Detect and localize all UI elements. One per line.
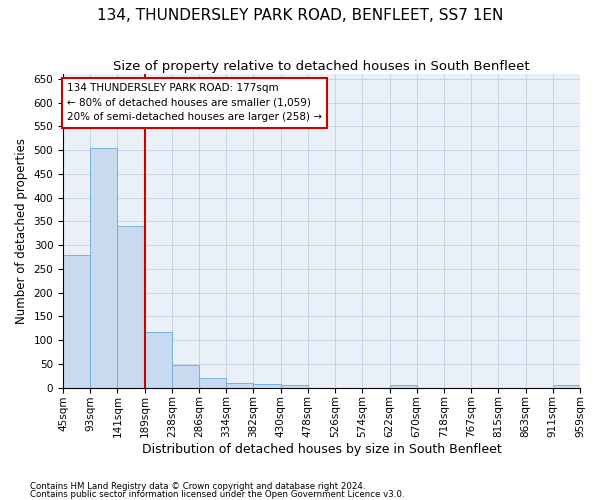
Text: 134 THUNDERSLEY PARK ROAD: 177sqm
← 80% of detached houses are smaller (1,059)
2: 134 THUNDERSLEY PARK ROAD: 177sqm ← 80% … (67, 83, 322, 122)
Bar (172, 366, 199, 388)
Y-axis label: Number of detached properties: Number of detached properties (15, 138, 28, 324)
Bar (281, 386, 308, 388)
Bar (199, 378, 226, 388)
Bar (118, 226, 145, 388)
Bar (226, 383, 253, 388)
Text: 134, THUNDERSLEY PARK ROAD, BENFLEET, SS7 1EN: 134, THUNDERSLEY PARK ROAD, BENFLEET, SS… (97, 8, 503, 22)
Title: Size of property relative to detached houses in South Benfleet: Size of property relative to detached ho… (113, 60, 530, 73)
Text: Contains public sector information licensed under the Open Government Licence v3: Contains public sector information licen… (30, 490, 404, 499)
X-axis label: Distribution of detached houses by size in South Benfleet: Distribution of detached houses by size … (142, 443, 502, 456)
Bar (253, 384, 281, 388)
Bar (145, 332, 172, 388)
Bar (63, 254, 90, 388)
Text: Contains HM Land Registry data © Crown copyright and database right 2024.: Contains HM Land Registry data © Crown c… (30, 482, 365, 491)
Bar (90, 148, 118, 388)
Bar (553, 386, 580, 388)
Bar (389, 386, 417, 388)
